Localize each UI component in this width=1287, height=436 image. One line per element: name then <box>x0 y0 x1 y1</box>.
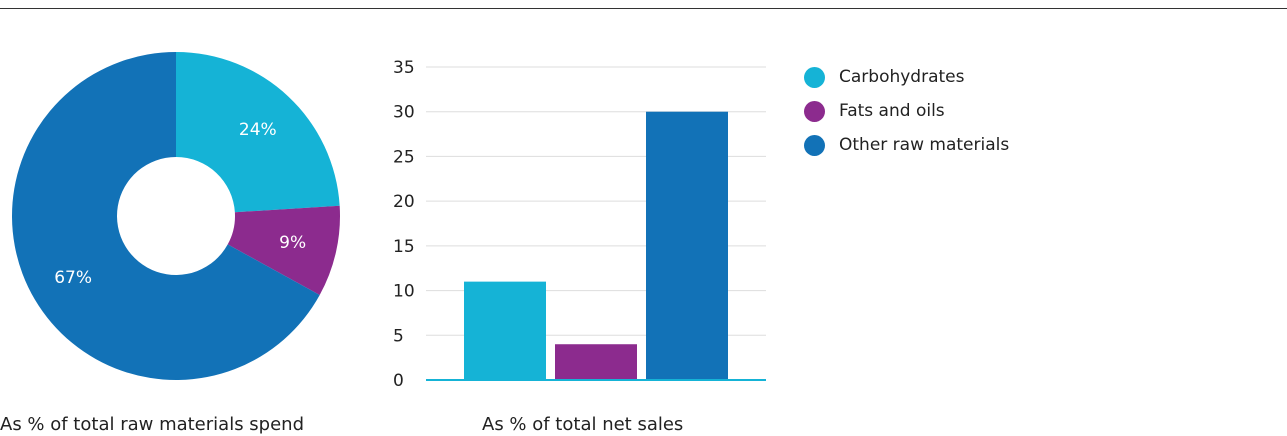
bar-fats-and-oils <box>555 344 637 380</box>
y-tick-5: 5 <box>393 326 404 346</box>
y-tick-10: 10 <box>393 282 415 302</box>
donut-slice-fats-and-oils <box>227 205 340 296</box>
y-tick-0: 0 <box>393 371 404 391</box>
legend-item-fats-and-oils: Fats and oils <box>804 94 1009 128</box>
legend-label-other-raw-materials: Other raw materials <box>839 135 1010 155</box>
legend-item-carbohydrates: Carbohydrates <box>804 60 1009 94</box>
legend-label-fats-and-oils: Fats and oils <box>839 101 945 121</box>
legend-swatch-fats-and-oils <box>804 100 825 122</box>
donut-caption: As % of total raw materials spend <box>0 414 305 435</box>
top-rule <box>0 8 1287 9</box>
donut-label-fats-and-oils: 9% <box>279 233 306 253</box>
legend-swatch-carbohydrates <box>804 66 825 88</box>
y-tick-20: 20 <box>393 192 415 212</box>
donut-slice-other-raw-materials <box>11 52 320 380</box>
legend-item-other-raw-materials: Other raw materials <box>804 128 1009 162</box>
legend-label-carbohydrates: Carbohydrates <box>839 67 965 87</box>
donut-label-other-raw-materials: 67% <box>54 268 92 288</box>
bar-other-raw-materials <box>646 111 728 380</box>
bar-caption: As % of total net sales <box>482 414 684 435</box>
y-tick-30: 30 <box>393 103 415 123</box>
y-tick-35: 35 <box>393 58 415 78</box>
legend: Carbohydrates Fats and oils Other raw ma… <box>804 60 1009 162</box>
y-tick-15: 15 <box>393 237 415 257</box>
donut-chart: 24% 9% 67% <box>11 52 340 380</box>
donut-label-carbohydrates: 24% <box>239 120 277 140</box>
y-tick-25: 25 <box>393 147 415 167</box>
donut-slice-carbohydrates <box>176 52 340 213</box>
bar-chart: 0 5 10 15 20 25 30 35 <box>393 58 766 391</box>
legend-swatch-other-raw-materials <box>804 134 825 156</box>
bar-carbohydrates <box>464 281 546 380</box>
